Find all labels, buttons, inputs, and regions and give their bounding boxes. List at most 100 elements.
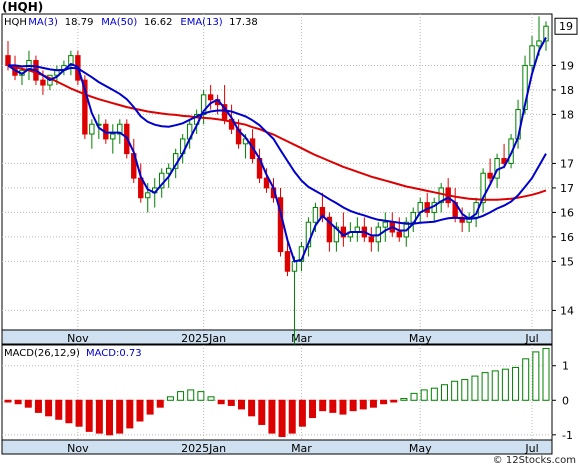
macd-panel: -1 0 1 MACD(26,12,9) MACD:0.73 Nov 2025Jan Mar M… xyxy=(1,344,573,455)
price-legend-item: MA(3) xyxy=(28,17,58,28)
ma50-line xyxy=(7,64,547,201)
macd-title: MACD(26,12,9) xyxy=(4,348,80,359)
price-xaxis-band xyxy=(1,329,553,345)
macd-xtick-label: 2025Jan xyxy=(181,442,226,455)
candle-up xyxy=(291,260,298,272)
last-price-box xyxy=(554,17,578,35)
macd-bar-negative xyxy=(65,399,73,424)
macd-bar-negative xyxy=(349,399,357,412)
macd-bar-negative xyxy=(146,399,154,415)
price-ytick-label: 15 xyxy=(560,255,574,268)
macd-value-label: MACD:0.73 xyxy=(86,348,142,359)
price-panel: 141516161717181819Nov2025JanMarMayJulSep… xyxy=(1,13,578,350)
price-legend-item: 16.62 xyxy=(144,17,173,28)
price-ytick-label: 17 xyxy=(560,157,574,170)
macd-ytick-label: 0 xyxy=(562,394,569,407)
macd-bar-negative xyxy=(248,399,256,417)
price-legend-item: 18.79 xyxy=(65,17,94,28)
candle-up xyxy=(333,226,340,243)
candle-down xyxy=(284,251,291,272)
macd-bar-positive xyxy=(501,368,509,401)
price-xtick-label: Nov xyxy=(67,332,89,345)
macd-bar-negative xyxy=(217,399,225,405)
macd-bar-positive xyxy=(451,380,459,401)
macd-bar-negative xyxy=(116,399,124,434)
price-xtick-label: 2025Jan xyxy=(181,332,226,345)
candle-up xyxy=(68,55,74,66)
macd-bar-negative xyxy=(329,399,337,413)
macd-bar-negative xyxy=(227,399,235,406)
candle-up xyxy=(166,167,172,174)
ema13-line xyxy=(8,64,547,225)
macd-bar-negative xyxy=(34,399,42,413)
macd-bar-positive xyxy=(420,389,428,401)
candle-down xyxy=(368,236,375,243)
last-price-label: 19 xyxy=(559,20,573,33)
price-ytick-label: 16 xyxy=(560,231,574,244)
macd-bar-negative xyxy=(359,399,367,410)
macd-bar-negative xyxy=(288,399,296,434)
macd-bar-positive xyxy=(207,396,215,401)
macd-bar-negative xyxy=(126,399,134,429)
macd-bar-negative xyxy=(278,399,286,438)
candle-up xyxy=(117,123,123,135)
macd-ytick-label: -1 xyxy=(562,429,573,442)
macd-xaxis-band xyxy=(1,439,553,455)
macd-bar-negative xyxy=(106,399,114,436)
candle-up xyxy=(536,40,542,47)
price-plot-area xyxy=(1,13,553,331)
candle-down xyxy=(263,177,270,189)
ma3-line xyxy=(7,37,547,263)
macd-bar-negative xyxy=(95,399,103,434)
candle-up xyxy=(382,221,388,228)
macd-bar-positive xyxy=(177,391,185,401)
price-ytick-label: 18 xyxy=(560,84,574,97)
price-ytick-label: 17 xyxy=(560,182,574,195)
candle-up xyxy=(480,172,486,204)
macd-bar-positive xyxy=(197,391,205,401)
macd-bar-positive xyxy=(532,351,540,401)
candle-up xyxy=(305,221,312,248)
macd-bar-positive xyxy=(430,387,438,401)
price-xtick-label: May xyxy=(409,332,432,345)
macd-bar-positive xyxy=(440,384,448,401)
price-ytick-label: 19 xyxy=(560,59,574,72)
macd-bar-negative xyxy=(24,399,32,408)
price-ytick-label: 18 xyxy=(560,108,574,121)
candle-up xyxy=(312,207,319,223)
macd-bar-positive xyxy=(187,389,195,401)
candle-up xyxy=(89,123,95,135)
candle-down xyxy=(82,79,88,135)
candle-up xyxy=(522,64,528,111)
macd-xtick-label: Nov xyxy=(67,442,89,455)
macd-xtick-label: Jul xyxy=(524,442,538,455)
macd-bar-positive xyxy=(491,370,499,401)
price-xtick-label: Jul xyxy=(524,332,538,345)
candle-up xyxy=(543,25,549,42)
macd-bar-negative xyxy=(258,399,266,425)
macd-bar-negative xyxy=(156,399,164,408)
macd-bar-positive xyxy=(461,379,469,401)
candle-down xyxy=(487,172,493,179)
price-legend-item: 17.38 xyxy=(229,17,258,28)
macd-bar-positive xyxy=(512,366,520,401)
macd-bar-positive xyxy=(522,358,530,401)
macd-xtick-label: Mar xyxy=(291,442,312,455)
macd-bar-negative xyxy=(309,399,317,419)
candle-up xyxy=(110,133,116,140)
macd-bar-negative xyxy=(55,399,63,420)
macd-bar-negative xyxy=(75,399,83,427)
macd-bar-negative xyxy=(85,399,93,432)
macd-xtick-label: May xyxy=(409,442,432,455)
macd-bar-negative xyxy=(14,399,22,405)
macd-bar-positive xyxy=(410,392,418,401)
macd-bar-negative xyxy=(237,399,245,410)
candle-down xyxy=(5,55,11,66)
macd-bar-negative xyxy=(298,399,306,427)
candle-up xyxy=(145,192,151,199)
macd-bar-negative xyxy=(380,399,388,405)
macd-bar-negative xyxy=(369,399,377,408)
candle-down xyxy=(207,94,214,101)
price-ytick-label: 14 xyxy=(560,304,574,317)
